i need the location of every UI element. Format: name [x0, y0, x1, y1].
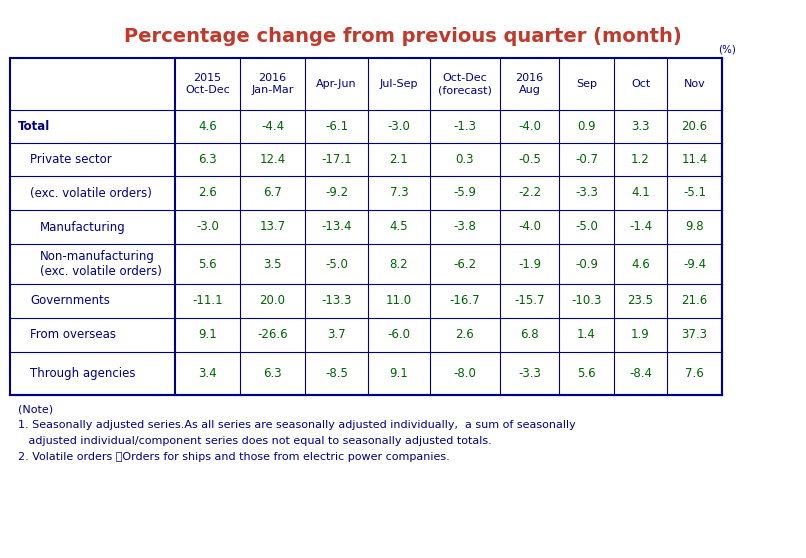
Text: 5.6: 5.6: [198, 257, 217, 271]
Text: -6.0: -6.0: [388, 329, 410, 341]
Text: (%): (%): [718, 44, 736, 54]
Text: 3.3: 3.3: [631, 120, 650, 133]
Text: 20.0: 20.0: [260, 295, 285, 307]
Text: -13.3: -13.3: [322, 295, 351, 307]
Text: 0.3: 0.3: [455, 153, 474, 166]
Text: -3.3: -3.3: [518, 367, 541, 380]
Text: 4.6: 4.6: [198, 120, 217, 133]
Text: 37.3: 37.3: [682, 329, 708, 341]
Text: 4.1: 4.1: [631, 186, 650, 200]
Text: Sep: Sep: [576, 79, 597, 89]
Text: -6.1: -6.1: [325, 120, 348, 133]
Text: adjusted individual/component series does not equal to seasonally adjusted total: adjusted individual/component series doe…: [18, 436, 492, 446]
Text: -4.4: -4.4: [261, 120, 284, 133]
Text: -9.4: -9.4: [683, 257, 706, 271]
Text: -3.0: -3.0: [196, 220, 219, 233]
Text: 2016
Aug: 2016 Aug: [516, 73, 543, 95]
Text: -8.0: -8.0: [454, 367, 476, 380]
Text: -3.8: -3.8: [454, 220, 476, 233]
Text: -9.2: -9.2: [325, 186, 348, 200]
Text: -5.1: -5.1: [683, 186, 706, 200]
Text: Non-manufacturing
(exc. volatile orders): Non-manufacturing (exc. volatile orders): [40, 250, 162, 278]
Text: 1.4: 1.4: [577, 329, 596, 341]
Text: 2015
Oct-Dec: 2015 Oct-Dec: [185, 73, 230, 95]
Text: -0.5: -0.5: [518, 153, 541, 166]
Text: From overseas: From overseas: [30, 329, 116, 341]
Text: 7.6: 7.6: [685, 367, 704, 380]
Text: 9.1: 9.1: [198, 329, 217, 341]
Text: Oct: Oct: [631, 79, 650, 89]
Text: 6.8: 6.8: [520, 329, 539, 341]
Text: 11.0: 11.0: [386, 295, 412, 307]
Text: 4.6: 4.6: [631, 257, 650, 271]
Text: Jul-Sep: Jul-Sep: [380, 79, 418, 89]
Text: -13.4: -13.4: [322, 220, 351, 233]
Text: -1.9: -1.9: [518, 257, 541, 271]
Text: 21.6: 21.6: [681, 295, 708, 307]
Text: 3.5: 3.5: [264, 257, 282, 271]
Text: -8.5: -8.5: [325, 367, 348, 380]
Text: 23.5: 23.5: [628, 295, 654, 307]
Text: 2.1: 2.1: [389, 153, 409, 166]
Text: Oct-Dec
(forecast): Oct-Dec (forecast): [438, 73, 492, 95]
Text: -2.2: -2.2: [518, 186, 541, 200]
Text: Nov: Nov: [683, 79, 705, 89]
Text: -26.6: -26.6: [257, 329, 288, 341]
Text: (exc. volatile orders): (exc. volatile orders): [30, 186, 152, 200]
Text: -5.9: -5.9: [454, 186, 476, 200]
Text: -10.3: -10.3: [571, 295, 602, 307]
Text: Apr-Jun: Apr-Jun: [316, 79, 357, 89]
Text: 8.2: 8.2: [389, 257, 409, 271]
Text: (Note): (Note): [18, 404, 53, 414]
Text: 5.6: 5.6: [577, 367, 596, 380]
Text: 4.5: 4.5: [389, 220, 409, 233]
Text: -4.0: -4.0: [518, 120, 541, 133]
Text: -0.9: -0.9: [575, 257, 598, 271]
Text: 12.4: 12.4: [260, 153, 285, 166]
Text: 11.4: 11.4: [681, 153, 708, 166]
Text: 1.2: 1.2: [631, 153, 650, 166]
Text: -6.2: -6.2: [454, 257, 476, 271]
Text: -0.7: -0.7: [575, 153, 598, 166]
Text: Governments: Governments: [30, 295, 110, 307]
Text: Total: Total: [18, 120, 50, 133]
Text: 20.6: 20.6: [681, 120, 708, 133]
Text: 1.9: 1.9: [631, 329, 650, 341]
Text: -15.7: -15.7: [514, 295, 545, 307]
Text: 2.6: 2.6: [455, 329, 475, 341]
Text: 6.7: 6.7: [263, 186, 282, 200]
Text: 6.3: 6.3: [264, 367, 282, 380]
Text: -16.7: -16.7: [450, 295, 480, 307]
Text: 13.7: 13.7: [260, 220, 285, 233]
Text: 0.9: 0.9: [577, 120, 596, 133]
Text: Manufacturing: Manufacturing: [40, 220, 126, 233]
Text: -1.4: -1.4: [629, 220, 652, 233]
Text: 3.4: 3.4: [198, 367, 217, 380]
Text: -1.3: -1.3: [454, 120, 476, 133]
Text: 2016
Jan-Mar: 2016 Jan-Mar: [251, 73, 293, 95]
Text: 2. Volatile orders ：Orders for ships and those from electric power companies.: 2. Volatile orders ：Orders for ships and…: [18, 452, 450, 462]
Text: -5.0: -5.0: [325, 257, 348, 271]
Text: 6.3: 6.3: [198, 153, 217, 166]
Text: -17.1: -17.1: [321, 153, 351, 166]
Text: Private sector: Private sector: [30, 153, 112, 166]
Text: -3.3: -3.3: [575, 186, 598, 200]
Text: 9.1: 9.1: [389, 367, 409, 380]
Text: 9.8: 9.8: [685, 220, 704, 233]
Text: -11.1: -11.1: [192, 295, 222, 307]
Text: 7.3: 7.3: [389, 186, 409, 200]
Text: 2.6: 2.6: [198, 186, 217, 200]
Text: 3.7: 3.7: [327, 329, 346, 341]
Text: -3.0: -3.0: [388, 120, 410, 133]
Text: 1. Seasonally adjusted series.As all series are seasonally adjusted individually: 1. Seasonally adjusted series.As all ser…: [18, 420, 575, 430]
Text: -5.0: -5.0: [575, 220, 598, 233]
Text: Percentage change from previous quarter (month): Percentage change from previous quarter …: [124, 26, 682, 46]
Text: -4.0: -4.0: [518, 220, 541, 233]
Text: Through agencies: Through agencies: [30, 367, 135, 380]
Text: -8.4: -8.4: [629, 367, 652, 380]
